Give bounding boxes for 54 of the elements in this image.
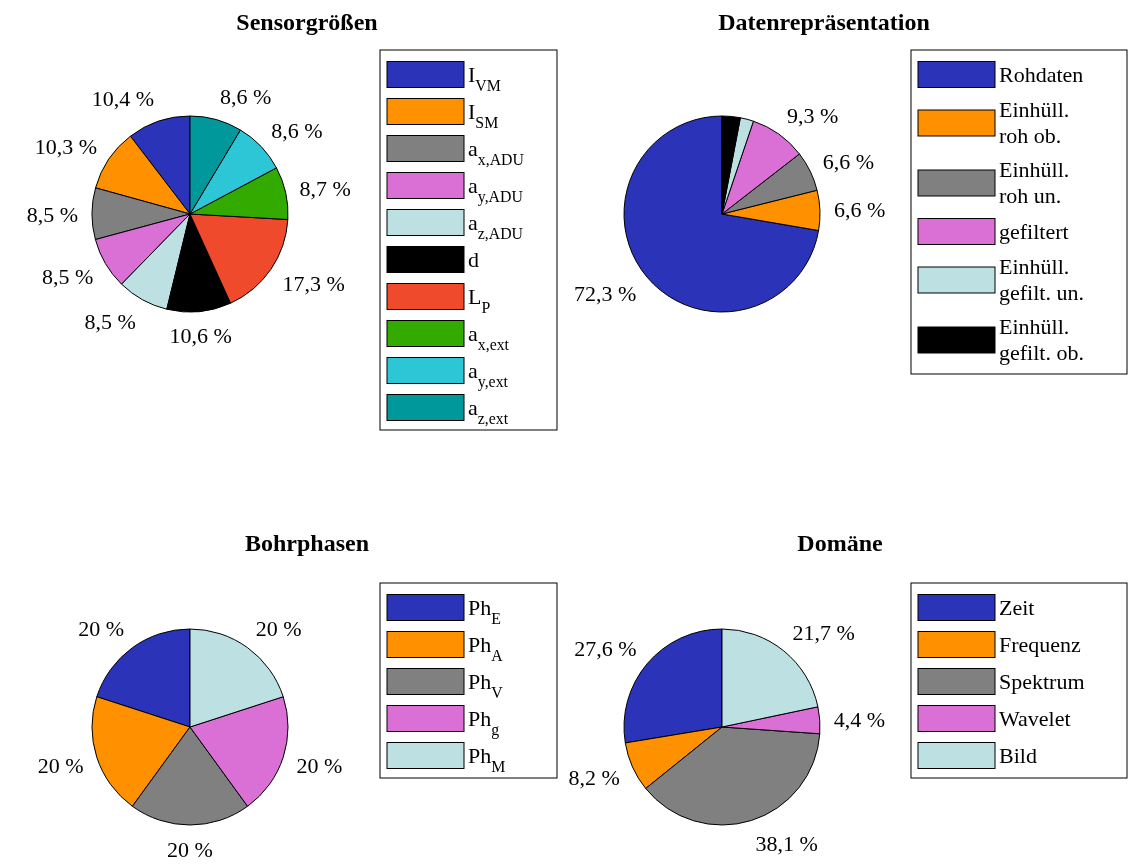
legend-label: L$_{P}$ (468, 283, 491, 315)
legend-label: Wavelet (999, 705, 1071, 731)
data-label: 6,6 % (822, 148, 875, 174)
data-label: 8,7 % (299, 175, 351, 201)
legend-label: a$_{z,ext}$ (468, 394, 509, 426)
legend-label: Bild (999, 742, 1037, 768)
legend-label: Ph$_{g}$ (468, 705, 500, 738)
data-label: 4,4 % (833, 706, 886, 732)
data-label: 20 % (296, 752, 343, 778)
data-label: 10,3 % (34, 133, 98, 159)
legend-label: Ph$_{E}$ (468, 594, 501, 626)
legend-label: d (468, 246, 479, 272)
data-label: 9,3 % (786, 102, 839, 128)
chart-title: Bohrphasen (244, 530, 370, 556)
data-label: 20 % (255, 616, 302, 642)
data-label: 8,6 % (219, 84, 272, 110)
legend-label: Zeit (999, 594, 1035, 620)
legend-label: Einhüll. gefilt. un. (999, 254, 1084, 305)
chart-title: Domäne (797, 530, 884, 556)
data-label: 20 % (78, 616, 125, 642)
data-label: 8,2 % (568, 764, 620, 790)
data-label: 6,6 % (833, 197, 886, 223)
legend-label: a$_{x,ext}$ (468, 320, 510, 352)
legend-label: a$_{y,ADU}$ (468, 172, 524, 205)
legend-label: a$_{y,ext}$ (468, 357, 509, 390)
data-label: 8,5 % (84, 308, 136, 334)
legend-label: Frequenz (999, 631, 1082, 657)
legend-label: Ph$_{M}$ (468, 742, 506, 774)
legend-label: a$_{z,ADU}$ (468, 209, 524, 241)
data-label: 10,4 % (91, 86, 155, 112)
data-label: 21,7 % (792, 620, 855, 646)
chart-title: Sensorgrößen (236, 9, 378, 35)
data-label: 17,3 % (282, 270, 345, 296)
legend-label: Rohdaten (999, 61, 1084, 87)
data-label: 72,3 % (574, 280, 637, 306)
data-label: 8,5 % (42, 263, 94, 289)
data-label: 20 % (37, 752, 84, 778)
legend-label: Einhüll. roh un. (999, 157, 1070, 208)
data-label: 38,1 % (755, 831, 818, 857)
legend-label: I$_{VM}$ (468, 61, 501, 93)
legend-label: Einhüll. roh ob. (999, 97, 1070, 148)
legend-label: Einhüll. gefilt. ob. (999, 314, 1084, 365)
legend-label: Ph$_{V}$ (468, 668, 504, 700)
legend-label: I$_{SM}$ (468, 98, 499, 130)
legend-label: gefiltert (999, 218, 1069, 244)
data-label: 10,6 % (169, 323, 232, 349)
data-label: 27,6 % (574, 636, 637, 662)
legend-label: a$_{x,ADU}$ (468, 135, 525, 167)
legend-label: Ph$_{A}$ (468, 631, 504, 663)
data-label: 8,5 % (26, 201, 78, 227)
data-label: 8,6 % (271, 117, 323, 143)
chart-title: Datenrepräsentation (718, 9, 930, 35)
data-label: 20 % (167, 837, 213, 862)
legend-label: Spektrum (999, 668, 1085, 694)
